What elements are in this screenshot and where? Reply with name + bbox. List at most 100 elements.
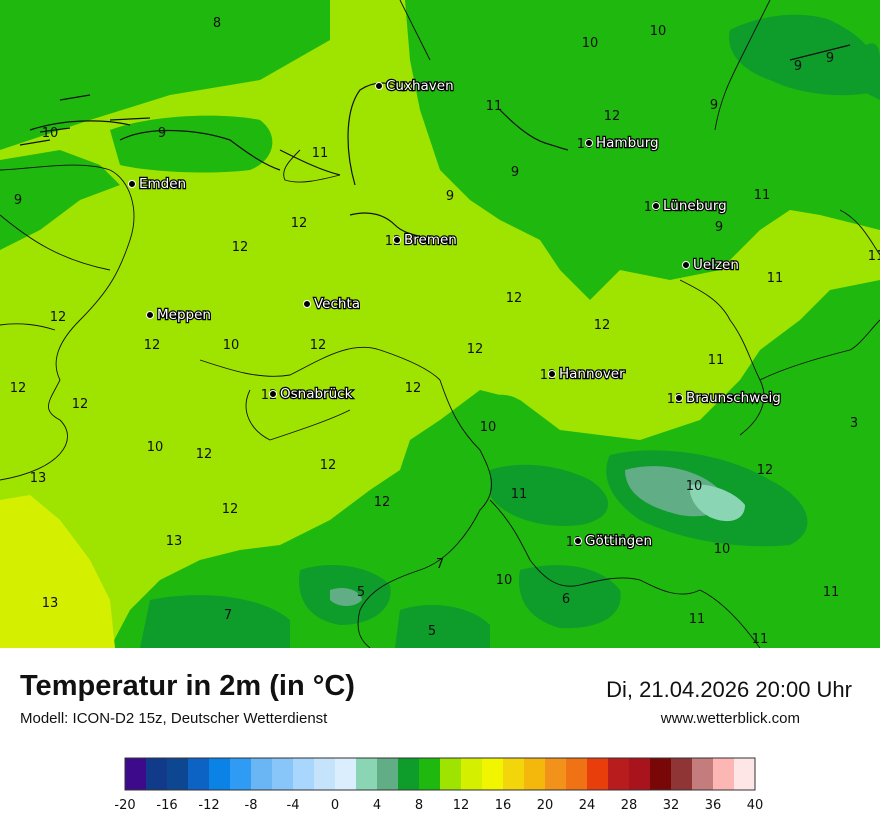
legend-tick-label: -16 [156, 798, 177, 813]
city-dot [675, 394, 683, 402]
legend-ticks: -20 -16 -12 -8 -4 0 4 8 12 16 20 24 28 32 36 40 [114, 798, 763, 813]
city-marker: Meppen [146, 306, 212, 324]
city-dot [682, 261, 690, 269]
website-link[interactable]: www.wetterblick.com [660, 710, 800, 727]
legend-swatch [167, 758, 189, 790]
city-marker: 12 Braunschweig [667, 389, 782, 407]
temperature-label: 11 [689, 612, 706, 627]
temperature-label: 11 [486, 99, 503, 114]
temperature-label: 9 [715, 220, 723, 235]
city-name: Braunschweig [686, 390, 781, 406]
legend-tick-label: -12 [198, 798, 219, 813]
legend-swatch [629, 758, 651, 790]
city-marker: 10 Hamburg [577, 134, 660, 152]
legend-swatch [293, 758, 315, 790]
city-name: Bremen [404, 232, 457, 248]
temperature-label: 12 [405, 381, 422, 396]
temperature-label: 13 [166, 534, 183, 549]
city-name: Emden [139, 176, 186, 192]
temperature-label: 7 [436, 557, 444, 572]
temperature-label: 5 [357, 585, 365, 600]
temperature-label: 12 [50, 310, 67, 325]
temperature-label: 10 [686, 479, 703, 494]
city-name: Vechta [314, 296, 360, 312]
legend-tick-label: 36 [705, 798, 722, 813]
city-dot [375, 82, 383, 90]
legend-swatch [545, 758, 567, 790]
city-dot [146, 311, 154, 319]
legend-tick-label: 24 [579, 798, 596, 813]
temperature-label: 12 [506, 291, 523, 306]
city-dot [585, 139, 593, 147]
legend-swatch [692, 758, 714, 790]
city-dot [393, 236, 401, 244]
city-marker: Uelzen [682, 256, 740, 274]
temperature-label: 9 [14, 193, 22, 208]
legend-swatches [124, 757, 756, 791]
legend-swatch [587, 758, 609, 790]
legend-tick-label: 40 [747, 798, 764, 813]
legend-swatch [356, 758, 378, 790]
city-name: Hannover [559, 366, 625, 382]
temperature-label: 12 [222, 502, 239, 517]
temp-zone-2-4 [689, 484, 745, 522]
temperature-label: 10 [480, 420, 497, 435]
legend-swatch [209, 758, 231, 790]
legend-tick-label: -8 [245, 798, 258, 813]
temperature-label: 11 [754, 188, 771, 203]
legend-swatch [713, 758, 735, 790]
legend-tick-label: -4 [287, 798, 300, 813]
temperature-label: 7 [224, 608, 232, 623]
temperature-label: 11 [708, 353, 725, 368]
temperature-label: 11 [868, 249, 880, 264]
city-dot [128, 180, 136, 188]
legend-tick-label: 8 [415, 798, 423, 813]
legend-border [124, 757, 756, 791]
city-marker: Cuxhaven [375, 77, 455, 95]
state-borders [0, 0, 880, 648]
legend-swatch [482, 758, 504, 790]
temperature-label: 12 [72, 397, 89, 412]
legend-tick-label: 12 [453, 798, 470, 813]
temperature-label: 10 [147, 440, 164, 455]
temperature-label: 5 [428, 624, 436, 639]
temperature-label: 11 [312, 146, 329, 161]
legend-swatch [524, 758, 546, 790]
temperature-label: 12 [10, 381, 27, 396]
temperature-label: 13 [30, 471, 47, 486]
temperature-label: 12 [232, 240, 249, 255]
city-name: Osnabrück [280, 386, 353, 402]
temperature-label: 12 [320, 458, 337, 473]
legend-swatch [419, 758, 441, 790]
forecast-datetime: Di, 21.04.2026 20:00 Uhr [606, 677, 852, 702]
city-marker: 12 Bremen [385, 231, 458, 249]
legend-swatch [335, 758, 357, 790]
legend-swatch [503, 758, 525, 790]
legend-swatch [314, 758, 336, 790]
city-marker: 12 Hannover [540, 365, 627, 383]
temperature-label: 3 [850, 416, 858, 431]
legend-swatch [251, 758, 273, 790]
temperature-label: 6 [562, 592, 570, 607]
temperature-label: 9 [794, 59, 802, 74]
temperature-label: 12 [310, 338, 327, 353]
temperature-label: 12 [467, 342, 484, 357]
temperature-label: 9 [446, 189, 454, 204]
temperature-label: 10 [42, 126, 59, 141]
legend-swatch [188, 758, 210, 790]
legend-swatch [146, 758, 168, 790]
temperature-label: 12 [196, 447, 213, 462]
color-legend: -20 -16 -12 -8 -4 0 4 8 12 16 20 24 28 32 36 40 [114, 757, 763, 813]
city-dot [574, 537, 582, 545]
legend-swatch [734, 758, 756, 790]
temperature-label: 12 [291, 216, 308, 231]
legend-tick-label: 4 [373, 798, 381, 813]
temperature-label: 8 [213, 16, 221, 31]
city-name: Hamburg [596, 135, 659, 151]
temperature-label: 12 [144, 338, 161, 353]
legend-tick-label: 28 [621, 798, 638, 813]
city-name: Göttingen [585, 533, 652, 549]
temperature-labels: 8 10 10 9 9 11 9 11 9 9 11 9 11 12 12 12 12 12 12 10 12 12 12 1… [10, 16, 880, 647]
map-title: Temperatur in 2m (in °C) [20, 670, 355, 702]
